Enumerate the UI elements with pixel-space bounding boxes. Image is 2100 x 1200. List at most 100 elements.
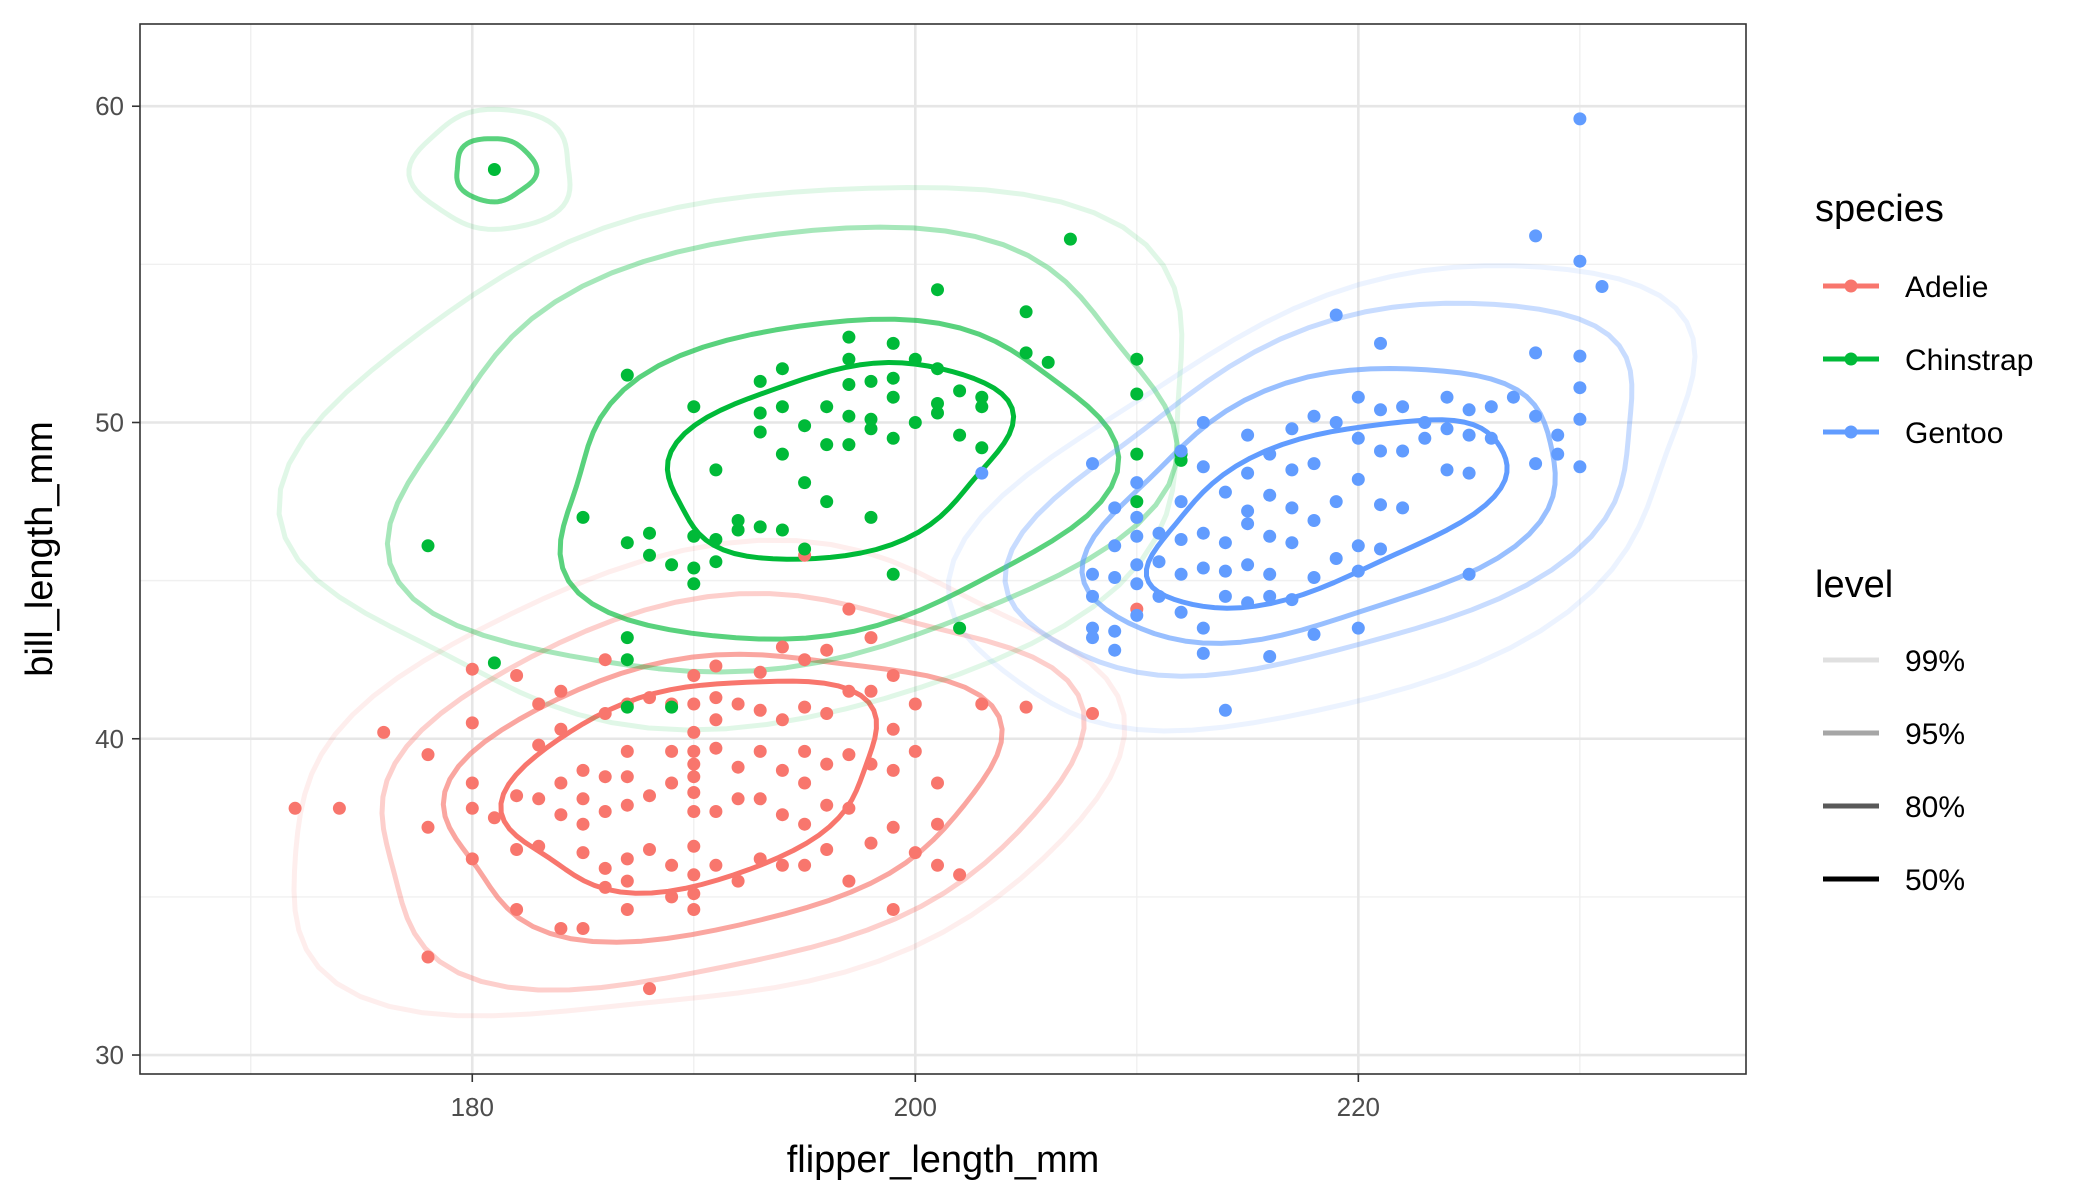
point-chinstrap [753, 520, 767, 534]
point-adelie [465, 662, 479, 676]
point-adelie [709, 691, 723, 705]
point-chinstrap [620, 368, 634, 382]
point-adelie [465, 801, 479, 815]
point-chinstrap [643, 526, 656, 540]
point-adelie [731, 792, 745, 806]
point-chinstrap [1130, 447, 1144, 461]
legend-level-title: level [1815, 564, 1893, 606]
point-adelie [908, 697, 922, 711]
point-adelie [510, 789, 524, 803]
x-tick-label: 180 [451, 1092, 494, 1122]
point-adelie [687, 697, 701, 711]
point-gentoo [1329, 552, 1343, 565]
x-axis-title: flipper_length_mm [787, 1139, 1100, 1181]
point-chinstrap [975, 390, 989, 404]
contour-chinstrap-80 [557, 316, 1122, 642]
point-gentoo [1351, 472, 1365, 486]
point-adelie [554, 808, 568, 822]
point-gentoo [1241, 466, 1255, 480]
point-gentoo [1285, 422, 1299, 436]
point-gentoo [1263, 650, 1277, 663]
point-gentoo [1108, 571, 1122, 584]
point-gentoo [1174, 444, 1188, 458]
point-adelie [931, 817, 944, 831]
series-chinstrap [421, 163, 1188, 714]
point-chinstrap [798, 419, 812, 433]
point-adelie [753, 744, 767, 758]
point-gentoo [1263, 447, 1277, 461]
point-gentoo [1218, 703, 1232, 717]
point-adelie [931, 858, 944, 872]
point-gentoo [1529, 229, 1543, 243]
point-chinstrap [1063, 232, 1077, 246]
point-gentoo [1307, 457, 1321, 471]
point-adelie [421, 950, 435, 964]
point-chinstrap [687, 561, 701, 575]
point-gentoo [1196, 646, 1210, 660]
point-chinstrap [421, 539, 435, 553]
point-adelie [842, 602, 856, 616]
point-adelie [753, 703, 767, 717]
point-adelie [820, 843, 834, 856]
point-gentoo [1130, 577, 1144, 591]
point-adelie [598, 770, 612, 784]
point-chinstrap [842, 330, 856, 344]
point-chinstrap [620, 700, 634, 714]
point-adelie [687, 903, 701, 916]
point-adelie [842, 748, 856, 762]
point-adelie [643, 982, 656, 996]
point-adelie [753, 665, 767, 679]
point-adelie [598, 707, 612, 720]
point-gentoo [1573, 460, 1587, 474]
point-adelie [842, 801, 856, 815]
point-gentoo [1351, 390, 1365, 404]
point-gentoo [1130, 510, 1144, 524]
point-gentoo [1218, 589, 1232, 603]
point-gentoo [1351, 431, 1365, 445]
legend-label-level: 95% [1905, 718, 1965, 751]
point-chinstrap [864, 374, 878, 388]
point-gentoo [1196, 416, 1210, 429]
y-axis-ticks: 30 40 50 60 [95, 91, 140, 1070]
legend-label-level: 80% [1905, 791, 1965, 824]
point-gentoo [1108, 624, 1122, 638]
x-tick-label: 220 [1337, 1092, 1380, 1122]
point-chinstrap [1019, 346, 1033, 360]
point-adelie [1086, 707, 1099, 720]
point-gentoo [1285, 501, 1299, 515]
point-gentoo [1285, 463, 1299, 477]
contour-adelie-80 [440, 651, 1005, 945]
point-chinstrap [775, 447, 789, 461]
contour-chinstrap-50 [664, 360, 1017, 562]
point-adelie [510, 843, 524, 856]
point-adelie [532, 792, 546, 806]
point-adelie [620, 874, 634, 888]
point-adelie [620, 852, 634, 866]
point-chinstrap [687, 529, 701, 543]
point-chinstrap [687, 400, 701, 414]
point-chinstrap [931, 283, 944, 297]
point-adelie [620, 770, 634, 784]
contour-gentoo-95 [1002, 300, 1635, 679]
point-chinstrap [886, 567, 900, 581]
legend-label-chinstrap: Chinstrap [1905, 344, 2033, 377]
point-gentoo [1484, 431, 1498, 445]
point-adelie [864, 757, 878, 771]
point-chinstrap [864, 412, 878, 426]
point-adelie [798, 776, 812, 790]
point-chinstrap [709, 533, 723, 546]
point-gentoo [1396, 444, 1410, 458]
point-chinstrap [820, 438, 834, 452]
point-gentoo [1307, 627, 1321, 641]
point-gentoo [1329, 416, 1343, 429]
point-chinstrap [864, 510, 878, 524]
point-adelie [687, 887, 701, 901]
point-chinstrap [886, 431, 900, 445]
point-chinstrap [487, 163, 501, 176]
point-adelie [465, 852, 479, 866]
panel-border [139, 23, 1747, 1075]
point-gentoo [1086, 457, 1099, 471]
point-adelie [820, 643, 834, 657]
legend-key-point [1844, 425, 1858, 439]
